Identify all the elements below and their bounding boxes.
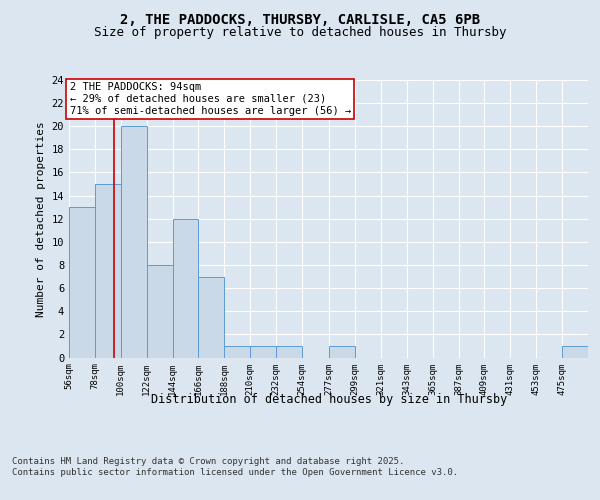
Bar [250,346,276,358]
Bar [146,265,173,358]
Bar [224,346,250,358]
Bar [562,346,588,358]
Text: 2, THE PADDOCKS, THURSBY, CARLISLE, CA5 6PB: 2, THE PADDOCKS, THURSBY, CARLISLE, CA5 … [120,12,480,26]
Y-axis label: Number of detached properties: Number of detached properties [36,121,46,316]
Bar [121,126,146,358]
Text: Distribution of detached houses by size in Thursby: Distribution of detached houses by size … [151,392,507,406]
Bar [69,207,95,358]
Bar [95,184,121,358]
Bar [199,276,224,357]
Bar [276,346,302,358]
Bar [329,346,355,358]
Text: 2 THE PADDOCKS: 94sqm
← 29% of detached houses are smaller (23)
71% of semi-deta: 2 THE PADDOCKS: 94sqm ← 29% of detached … [70,82,351,116]
Text: Size of property relative to detached houses in Thursby: Size of property relative to detached ho… [94,26,506,39]
Bar [173,219,199,358]
Text: Contains HM Land Registry data © Crown copyright and database right 2025.
Contai: Contains HM Land Registry data © Crown c… [12,458,458,477]
